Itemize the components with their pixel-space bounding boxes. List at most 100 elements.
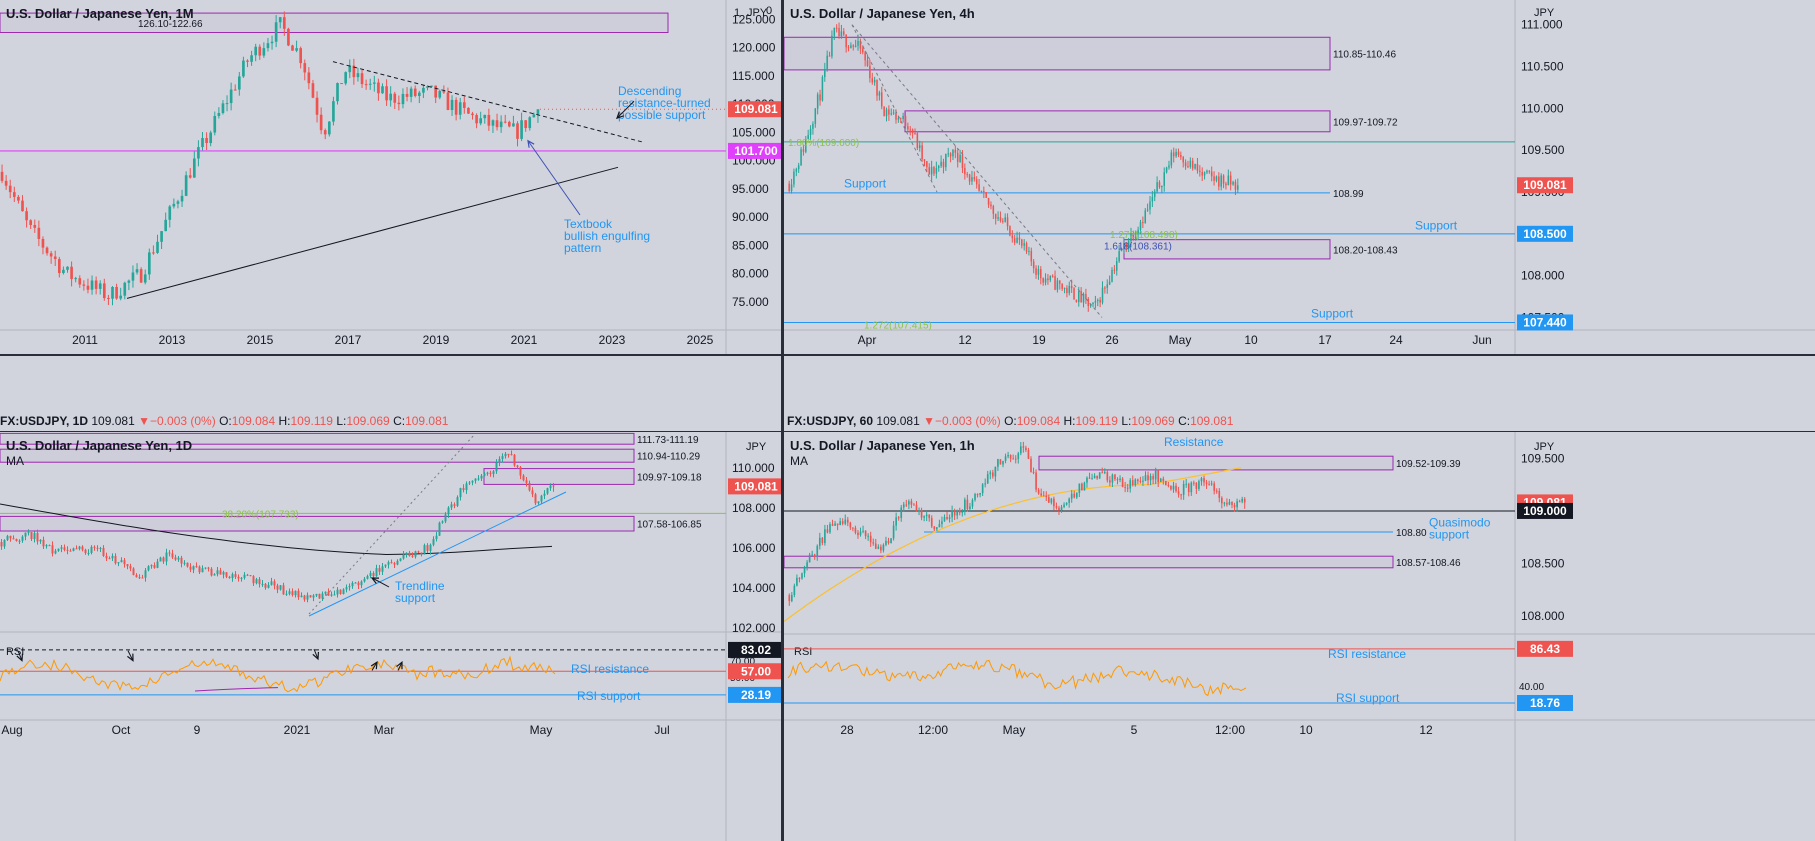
daily-candle: [96, 547, 99, 549]
daily-candle: [162, 557, 165, 562]
monthly-candle: [188, 175, 192, 178]
close-label: C:: [1178, 414, 1191, 428]
monthly-candle: [323, 130, 327, 135]
h4-candle: [1153, 191, 1156, 197]
h4-candle: [1196, 164, 1199, 171]
hourly-candle: [806, 562, 808, 567]
daily-candle: [447, 507, 450, 515]
h4-candle: [940, 161, 942, 166]
chart-panel-monthly[interactable]: 125.000120.000115.000110.000105.000100.0…: [0, 0, 781, 355]
daily-candle: [546, 488, 549, 494]
supply-zone-109-52-label: 109.52-109.39: [1396, 459, 1461, 470]
h4-candle: [814, 108, 817, 124]
h4-candle: [1096, 299, 1099, 302]
h4-candle: [819, 94, 821, 101]
ma-indicator-label[interactable]: MA: [6, 454, 24, 468]
4h-chart-canvas[interactable]: 111.000110.500110.000109.500109.000108.5…: [784, 0, 1815, 354]
hourly-candle: [790, 595, 793, 602]
daily-candle: [171, 553, 174, 558]
ma-indicator-label[interactable]: MA: [790, 454, 808, 468]
daily-candle: [381, 566, 384, 572]
hourly-candle: [1231, 501, 1233, 506]
h4-candle: [1220, 175, 1222, 187]
h4-candle: [1094, 301, 1097, 303]
h4-candle: [1044, 278, 1047, 283]
rsi-tag-86-43-bg: [1517, 640, 1573, 657]
panel-divider-vertical[interactable]: [781, 0, 784, 841]
daily-candle: [300, 595, 303, 598]
hourly-candle: [964, 499, 966, 512]
h4-candle: [1130, 233, 1132, 242]
h4-candle: [821, 77, 824, 101]
daily-candle: [438, 522, 441, 536]
h4-candle: [885, 109, 888, 117]
h4-candle: [983, 190, 985, 193]
time-axis-tick: 2023: [599, 333, 626, 347]
annotation-bullish-engulfing: pattern: [564, 241, 601, 255]
symbol-name[interactable]: FX:USDJPY, 60: [787, 414, 874, 428]
symbol-name[interactable]: FX:USDJPY, 1D: [0, 414, 89, 428]
daily-candle: [390, 562, 393, 564]
chart-panel-4h[interactable]: 111.000110.500110.000109.500109.000108.5…: [784, 0, 1815, 354]
daily-candle: [270, 581, 273, 585]
daily-candle: [435, 535, 438, 540]
daily-candle: [42, 539, 45, 547]
hourly-candle: [1063, 504, 1065, 507]
hourly-candle: [1213, 483, 1216, 491]
panel-divider-horizontal[interactable]: [0, 354, 1815, 356]
level-tag-101-700-bg: [728, 142, 781, 159]
daily-candle: [255, 579, 258, 584]
hourly-candle: [816, 545, 819, 557]
arrow-icon: [312, 651, 320, 661]
h4-candle: [1213, 176, 1215, 181]
h4-candle: [1070, 285, 1073, 289]
daily-candle: [396, 560, 399, 565]
h4-candle: [1232, 181, 1234, 185]
hourly-candle: [1116, 479, 1119, 481]
daily-candle: [354, 582, 357, 584]
monthly-candle: [397, 102, 401, 105]
hourly-candle: [1149, 476, 1152, 481]
daily-candle: [204, 567, 207, 569]
h4-candle: [935, 168, 938, 174]
daily-candle: [150, 565, 153, 567]
daily-candle: [174, 557, 177, 560]
h4-candle: [859, 40, 862, 49]
chart-panel-daily[interactable]: JPY 110.000 108.000 106.000 104.000 102.000 Au…: [0, 432, 781, 841]
h4-candle: [1175, 151, 1177, 157]
rsi-label: RSI: [6, 646, 24, 658]
monthly-chart-canvas[interactable]: 125.000120.000115.000110.000105.000100.0…: [0, 0, 781, 355]
time-axis-tick: Apr: [858, 333, 877, 347]
h4-candle: [987, 197, 990, 205]
daily-candle: [78, 546, 81, 549]
daily-candle: [507, 453, 510, 455]
arrow-icon: [370, 577, 380, 584]
h4-candle: [907, 126, 909, 130]
hourly-candle: [1025, 447, 1027, 451]
price-axis-tick: 75.000: [732, 295, 769, 309]
daily-candle: [465, 483, 468, 491]
h4-candle: [1132, 233, 1135, 239]
hourly-candle: [796, 577, 798, 586]
monthly-candle: [229, 89, 233, 104]
h4-candle: [1056, 280, 1059, 290]
h4-candle: [864, 52, 866, 61]
hourly-candle: [992, 472, 994, 477]
fib-label-retrace: 1.80%(109.600): [788, 138, 859, 149]
h4-candle: [895, 112, 897, 120]
monthly-candle: [135, 269, 139, 273]
hourly-candle: [811, 554, 813, 556]
h4-candle: [845, 34, 847, 48]
monthly-candle: [90, 280, 94, 290]
h4-candle: [1009, 226, 1011, 236]
status-separator: [0, 431, 1815, 432]
supply-zone-126-label: 126.10-122.66: [138, 19, 203, 30]
monthly-candle: [246, 60, 249, 62]
daily-candle: [345, 587, 348, 590]
hourly-candle: [1032, 471, 1035, 473]
h4-candle: [1194, 164, 1196, 169]
h4-candle: [921, 145, 923, 160]
daily-chart-canvas[interactable]: JPY 110.000 108.000 106.000 104.000 102.000 Au…: [0, 432, 781, 841]
